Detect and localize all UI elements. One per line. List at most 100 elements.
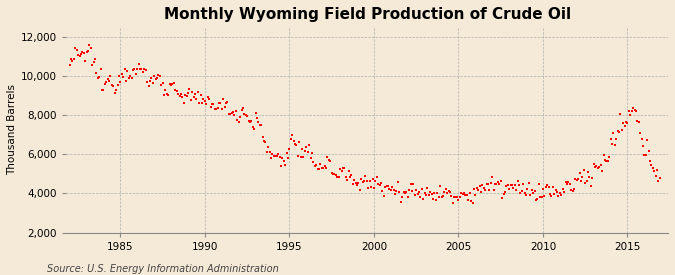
Point — [512, 178, 523, 183]
Point — [398, 190, 409, 194]
Point — [541, 185, 551, 189]
Point — [261, 150, 272, 155]
Point — [107, 83, 117, 87]
Point — [305, 156, 316, 160]
Point — [625, 113, 636, 118]
Point — [301, 145, 312, 149]
Point — [384, 187, 395, 192]
Point — [532, 197, 543, 202]
Point — [306, 151, 317, 155]
Point — [116, 72, 127, 76]
Point — [412, 192, 423, 197]
Point — [74, 53, 85, 58]
Point — [370, 178, 381, 183]
Point — [601, 159, 612, 163]
Point — [581, 179, 592, 183]
Point — [471, 186, 482, 190]
Point — [279, 163, 290, 167]
Point — [364, 179, 375, 183]
Point — [605, 137, 616, 142]
Point — [501, 183, 512, 188]
Point — [615, 112, 626, 116]
Point — [135, 67, 146, 72]
Point — [432, 191, 443, 195]
Point — [92, 76, 103, 80]
Point — [105, 73, 116, 78]
Point — [487, 175, 497, 180]
Point — [618, 121, 628, 125]
Point — [470, 193, 481, 198]
Point — [423, 193, 434, 197]
Point — [441, 191, 452, 195]
Point — [111, 88, 122, 92]
Point — [633, 120, 644, 125]
Point — [619, 124, 630, 128]
Point — [594, 165, 605, 169]
Point — [213, 101, 224, 106]
Point — [318, 166, 329, 170]
Point — [250, 111, 261, 115]
Point — [591, 164, 602, 168]
Point — [610, 142, 620, 147]
Point — [97, 87, 107, 92]
Point — [387, 184, 398, 189]
Point — [160, 88, 171, 92]
Point — [518, 182, 529, 187]
Point — [283, 156, 294, 161]
Point — [156, 83, 167, 87]
Point — [556, 193, 567, 197]
Point — [165, 82, 176, 87]
Point — [236, 107, 247, 112]
Point — [291, 143, 302, 147]
Point — [223, 112, 234, 116]
Point — [416, 187, 427, 191]
Point — [254, 122, 265, 127]
Point — [379, 194, 389, 199]
Point — [452, 195, 462, 199]
Point — [489, 182, 500, 187]
Point — [336, 169, 347, 173]
Point — [244, 120, 255, 124]
Point — [232, 118, 243, 123]
Point — [329, 172, 340, 177]
Point — [374, 183, 385, 188]
Point — [121, 78, 132, 83]
Point — [302, 149, 313, 154]
Point — [381, 184, 392, 188]
Point — [144, 78, 155, 83]
Point — [598, 153, 609, 157]
Point — [68, 57, 79, 62]
Point — [550, 188, 561, 192]
Point — [375, 181, 386, 185]
Point — [142, 80, 153, 84]
Point — [584, 175, 595, 180]
Point — [491, 182, 502, 186]
Point — [243, 119, 254, 123]
Point — [196, 101, 207, 106]
Point — [396, 200, 406, 204]
Point — [646, 163, 657, 167]
Point — [295, 155, 306, 159]
Point — [383, 184, 394, 188]
Point — [545, 192, 556, 196]
Point — [125, 74, 136, 78]
Point — [91, 70, 102, 75]
Point — [157, 81, 168, 85]
Point — [122, 69, 133, 74]
Point — [88, 60, 99, 65]
Point — [343, 169, 354, 173]
Point — [164, 82, 175, 86]
Point — [147, 81, 158, 86]
Point — [435, 184, 446, 189]
Point — [81, 50, 92, 55]
Point — [483, 182, 493, 186]
Point — [82, 49, 93, 53]
Point — [408, 182, 418, 186]
Point — [253, 120, 264, 124]
Point — [495, 178, 506, 183]
Point — [315, 162, 326, 167]
Point — [577, 175, 588, 179]
Point — [221, 101, 232, 105]
Point — [260, 140, 271, 144]
Point — [380, 185, 391, 189]
